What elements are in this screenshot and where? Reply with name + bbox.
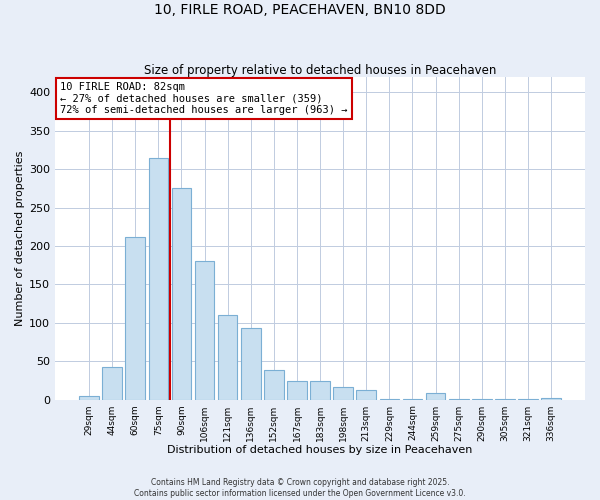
Bar xyxy=(334,388,353,400)
Bar xyxy=(172,188,191,400)
Text: Contains HM Land Registry data © Crown copyright and database right 2025.
Contai: Contains HM Land Registry data © Crown c… xyxy=(134,478,466,498)
Bar xyxy=(403,399,422,400)
Bar xyxy=(541,398,561,400)
Bar xyxy=(310,381,330,400)
Bar xyxy=(125,237,145,400)
Bar xyxy=(264,370,284,400)
Bar xyxy=(518,399,538,400)
Text: 10, FIRLE ROAD, PEACEHAVEN, BN10 8DD: 10, FIRLE ROAD, PEACEHAVEN, BN10 8DD xyxy=(154,2,446,16)
Text: 10 FIRLE ROAD: 82sqm
← 27% of detached houses are smaller (359)
72% of semi-deta: 10 FIRLE ROAD: 82sqm ← 27% of detached h… xyxy=(61,82,348,115)
X-axis label: Distribution of detached houses by size in Peacehaven: Distribution of detached houses by size … xyxy=(167,445,473,455)
Title: Size of property relative to detached houses in Peacehaven: Size of property relative to detached ho… xyxy=(144,64,496,77)
Bar xyxy=(195,262,214,400)
Bar xyxy=(495,399,515,400)
Bar xyxy=(218,315,238,400)
Bar xyxy=(356,390,376,400)
Bar xyxy=(287,381,307,400)
Bar xyxy=(449,399,469,400)
Bar xyxy=(79,396,99,400)
Bar xyxy=(472,399,491,400)
Bar xyxy=(149,158,168,400)
Y-axis label: Number of detached properties: Number of detached properties xyxy=(15,150,25,326)
Bar xyxy=(241,328,260,400)
Bar xyxy=(103,366,122,400)
Bar xyxy=(426,394,445,400)
Bar xyxy=(380,399,399,400)
